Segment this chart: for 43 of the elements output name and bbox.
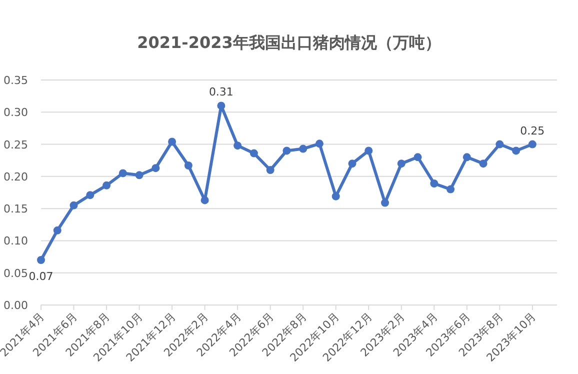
chart-title: 2021-2023年我国出口猪肉情况（万吨） — [137, 33, 441, 52]
point — [184, 162, 192, 170]
point — [364, 146, 373, 155]
text: 0.20 — [4, 170, 28, 184]
point — [430, 180, 438, 188]
data-label: 0.25 — [520, 124, 545, 138]
point — [348, 160, 356, 168]
point — [282, 146, 291, 155]
point — [250, 149, 258, 158]
data-label: 0.31 — [208, 86, 234, 99]
point — [462, 153, 471, 162]
point — [315, 140, 324, 148]
text: 0.05 — [4, 266, 28, 280]
text: 0.15 — [4, 202, 28, 216]
point — [397, 160, 406, 168]
point — [381, 198, 389, 207]
text: 0.35 — [4, 74, 28, 87]
point — [479, 160, 488, 168]
point — [414, 153, 422, 162]
point — [528, 140, 536, 148]
data-label: 0.07 — [28, 270, 54, 283]
point — [152, 164, 160, 172]
text: 0.25 — [4, 138, 28, 152]
point — [168, 138, 176, 146]
point — [299, 144, 308, 153]
point — [234, 142, 242, 150]
point — [332, 192, 340, 200]
point — [135, 171, 144, 180]
point — [70, 201, 78, 210]
point — [217, 102, 226, 110]
point — [446, 185, 455, 194]
point — [86, 191, 94, 200]
point — [496, 140, 504, 148]
point — [266, 166, 274, 174]
text: 0.10 — [4, 234, 28, 248]
point — [37, 256, 45, 264]
point — [102, 181, 111, 190]
point — [200, 196, 209, 204]
text: 0.30 — [4, 106, 28, 120]
point — [512, 146, 520, 155]
point — [118, 169, 127, 178]
text: 0.00 — [4, 299, 28, 312]
point — [53, 226, 62, 234]
